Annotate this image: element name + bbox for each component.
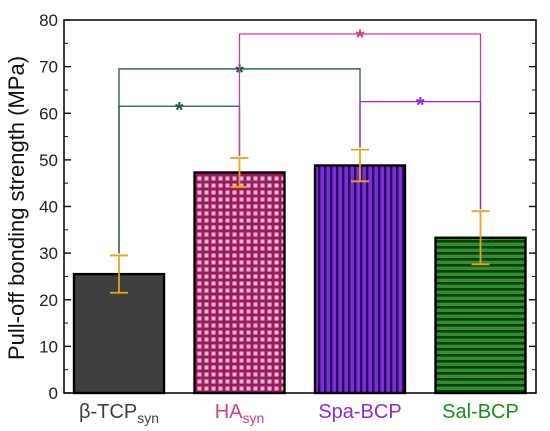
x-category-label: β-TCPsyn [79,401,159,426]
x-category-label: Spa-BCP [318,401,401,423]
y-axis-ticks: 0 10 20 30 40 50 60 70 80 [39,11,536,403]
y-tick-label: 10 [39,337,58,356]
x-axis-categories: β-TCPsyn HAsyn Spa-BCP Sal-BCP [79,401,519,426]
bar--tcp [72,272,166,395]
y-tick-label: 80 [39,11,58,30]
significance-brackets: **** [118,25,482,254]
significance-star: * [416,93,425,118]
y-tick-label: 30 [39,244,58,263]
significance-bracket [359,100,482,210]
y-tick-label: 40 [39,198,58,217]
y-tick-label: 0 [49,384,58,403]
x-category-label: Sal-BCP [442,401,519,423]
bar-spa-bcp [313,164,407,395]
y-tick-label: 70 [39,58,58,77]
bars [72,164,527,395]
significance-star: * [175,97,184,122]
x-category-label: HAsyn [215,401,265,426]
y-axis-label: Pull-off bonding strength (MPa) [4,56,29,360]
y-tick-label: 50 [39,151,58,170]
bar-ha [193,171,286,395]
y-tick-label: 60 [39,104,58,123]
y-tick-label: 20 [39,291,58,310]
error-bars [110,148,490,294]
significance-star: * [356,25,365,50]
